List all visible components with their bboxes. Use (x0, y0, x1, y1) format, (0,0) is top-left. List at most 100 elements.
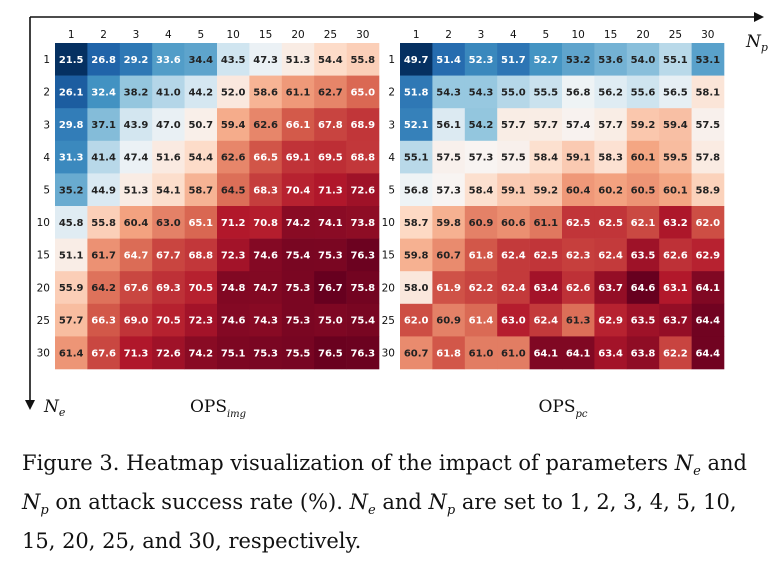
y-tick-label: 10 (37, 217, 50, 229)
heatmap-cell (562, 140, 595, 174)
heatmap-cell (281, 206, 315, 239)
heatmap-cell (87, 75, 121, 109)
heatmap-cell-label: 58.7 (404, 218, 429, 229)
heatmap-cell (184, 75, 218, 109)
y-tick-label: 25 (37, 315, 50, 327)
heatmap-cell (400, 303, 433, 337)
heatmap-cell-label: 62.4 (501, 251, 526, 262)
heatmap-cell-label: 64.5 (221, 185, 246, 196)
heatmap-cell (659, 108, 692, 142)
heatmap-cell-label: 60.9 (436, 316, 461, 327)
heatmap-cell-label: 29.2 (124, 55, 149, 66)
heatmap-cell-label: 56.5 (663, 88, 688, 99)
y-tick-label: 3 (388, 119, 395, 131)
x-tick-label: 20 (291, 29, 304, 41)
heatmap-cell (87, 238, 121, 272)
heatmap-cell (432, 238, 466, 272)
heatmap-cell (497, 238, 530, 272)
heatmap-cell (400, 43, 433, 76)
heatmap-cell-label: 62.5 (598, 218, 623, 229)
heatmap-cell-label: 63.4 (533, 283, 558, 294)
heatmap-cell (691, 271, 725, 305)
heatmap-cell (55, 108, 88, 142)
heatmap-cell-label: 62.4 (598, 251, 623, 262)
heatmap-cell-label: 63.5 (631, 251, 656, 262)
heatmap-cell-label: 33.6 (156, 55, 181, 66)
heatmap-cell-label: 60.4 (124, 218, 149, 229)
heatmap-cell-label: 52.7 (533, 55, 558, 66)
heatmap-cell (249, 140, 283, 174)
heatmap-cell-label: 53.6 (598, 55, 623, 66)
heatmap-cell (217, 43, 250, 76)
heatmap-cell-label: 34.4 (188, 55, 213, 66)
heatmap-cell-label: 58.7 (188, 185, 213, 196)
heatmap-cell-label: 62.9 (695, 251, 720, 262)
heatmap-cell-label: 55.5 (533, 88, 558, 99)
heatmap-cell (217, 108, 250, 142)
y-tick-label: 15 (37, 250, 50, 262)
heatmap-cell-label: 60.1 (631, 153, 656, 164)
heatmap-cell-label: 62.9 (598, 316, 623, 327)
heatmap-cell-label: 72.6 (350, 185, 375, 196)
heatmap-cell (281, 303, 315, 337)
heatmap-cell (464, 43, 498, 76)
heatmap-cell (217, 140, 250, 174)
heatmap-cell (529, 238, 563, 272)
heatmap-cell (562, 108, 595, 142)
heatmap-cell (659, 140, 692, 174)
heatmap-cell (314, 336, 347, 370)
heatmap-cell-label: 45.8 (59, 218, 84, 229)
heatmap-cell-label: 54.1 (156, 185, 181, 196)
heatmap-cell-label: 56.1 (436, 120, 461, 131)
heatmap-cell-label: 52.3 (469, 55, 494, 66)
heatmap-cell (314, 108, 347, 142)
heatmap-cell (432, 303, 466, 337)
heatmap-cell-label: 64.7 (124, 251, 149, 262)
heatmap-cell (464, 173, 498, 207)
heatmap-cell-label: 74.6 (253, 251, 278, 262)
heatmap-cell-label: 47.0 (156, 120, 181, 131)
heatmap-cell-label: 63.0 (501, 316, 526, 327)
heatmap-cell (594, 140, 628, 174)
heatmap-cell-label: 60.2 (598, 185, 623, 196)
heatmap-cell (400, 271, 433, 305)
heatmap-cell-label: 63.8 (631, 348, 656, 359)
heatmap-cell-label: 62.7 (318, 88, 343, 99)
heatmap-cell (314, 206, 347, 239)
heatmap-cell (562, 336, 595, 370)
heatmap-cell-label: 64.4 (695, 316, 720, 327)
heatmap-cell (314, 140, 347, 174)
heatmap-cell-label: 71.3 (124, 348, 149, 359)
heatmap-cell (87, 108, 121, 142)
heatmap-cell-label: 60.7 (436, 251, 461, 262)
heatmap-cell (249, 173, 283, 207)
heatmap-cell-label: 66.5 (253, 153, 278, 164)
x-tick-label: 10 (572, 29, 585, 41)
heatmap-cell (594, 238, 628, 272)
heatmap-cell (249, 336, 283, 370)
figure-canvas: Np Ne 21.5 26.8 29.2 33.6 34.4 43.5 47.3 51.3 54… (25, 12, 768, 420)
heatmap-cell-label: 58.1 (695, 88, 720, 99)
heatmap-cell (464, 336, 498, 370)
x-tick-label: 4 (510, 29, 517, 41)
heatmap-cell-label: 58.0 (404, 283, 429, 294)
heatmap-cell-label: 58.4 (533, 153, 558, 164)
heatmap-cell-label: 58.4 (469, 185, 494, 196)
heatmap-cell (594, 336, 628, 370)
heatmap-cell-label: 56.2 (598, 88, 623, 99)
x-tick-label: 4 (165, 29, 172, 41)
heatmap-cell-label: 54.0 (631, 55, 656, 66)
heatmap-cell-label: 57.7 (59, 316, 84, 327)
heatmap-cell (432, 336, 466, 370)
heatmap-cell (626, 43, 660, 76)
heatmap-cell-label: 41.4 (91, 153, 116, 164)
heatmap-cell (87, 336, 121, 370)
heatmap-cell-label: 75.3 (286, 316, 311, 327)
heatmap-cell (314, 303, 347, 337)
heatmap-cell-label: 74.2 (286, 218, 311, 229)
heatmap-cell (249, 238, 283, 272)
heatmap-cell-label: 69.0 (124, 316, 149, 327)
heatmap-cell (594, 271, 628, 305)
heatmap-cell (464, 238, 498, 272)
heatmap-cell-label: 63.1 (663, 283, 688, 294)
